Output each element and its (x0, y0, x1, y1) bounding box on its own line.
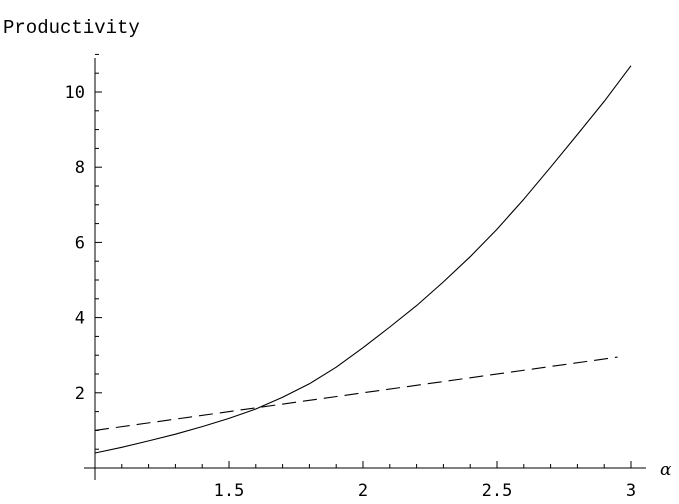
x-tick-label: 2.5 (482, 481, 513, 501)
tick-labels: 1.5 2 2.5 3 2 4 6 8 10 (65, 83, 637, 501)
axis-ticks (95, 53, 632, 468)
y-tick-label: 10 (65, 83, 85, 103)
x-axis-label: α (660, 460, 672, 480)
x-tick-label: 2 (358, 481, 368, 501)
series-layer (94, 65, 632, 454)
x-tick-label: 3 (626, 481, 636, 501)
series-line-solid (94, 65, 632, 454)
series-line-dashed (94, 356, 618, 431)
y-tick-label: 4 (75, 309, 85, 329)
x-tick-label: 1.5 (214, 481, 245, 501)
y-axis-label: Productivity (3, 17, 140, 39)
y-tick-label: 6 (75, 233, 85, 253)
y-tick-label: 8 (75, 158, 85, 178)
y-tick-label: 2 (75, 384, 85, 404)
